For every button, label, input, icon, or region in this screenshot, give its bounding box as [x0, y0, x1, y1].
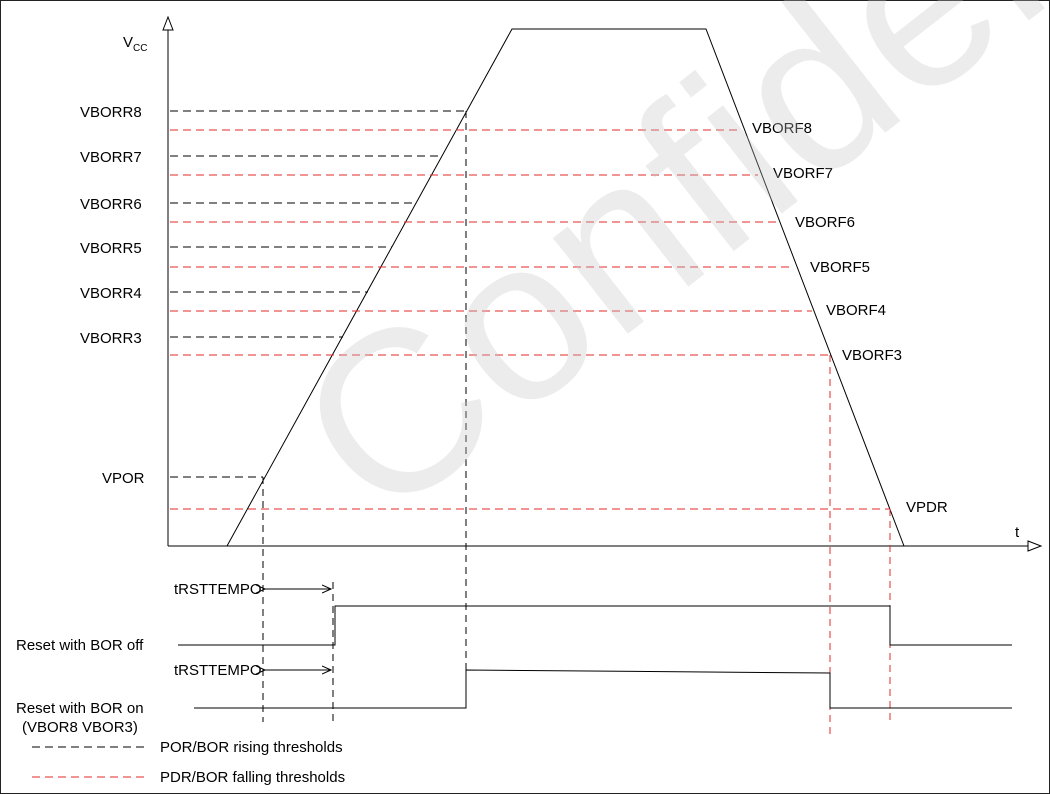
falling-threshold-labels: VBORF8 VBORF7 VBORF6 VBORF5 VBORF4 VBORF…	[752, 120, 948, 516]
reset-bor-on-waveform	[194, 669, 1012, 709]
legend-falling-label: PDR/BOR falling thresholds	[160, 769, 345, 786]
x-axis-label: t	[1015, 524, 1020, 541]
label-vborr7: VBORR7	[80, 149, 142, 166]
label-vborr6: VBORR6	[80, 196, 142, 213]
axes: VCC t	[123, 15, 1043, 552]
projection-guides	[262, 111, 891, 735]
signal-label-bor-on-range: (VBOR8 VBOR3)	[22, 719, 138, 736]
label-vborr8: VBORR8	[80, 104, 142, 121]
rising-threshold-labels: VBORR8 VBORR7 VBORR6 VBORR5 VBORR4 VBORR…	[80, 104, 145, 487]
reset-bor-off-waveform	[178, 605, 1012, 646]
x-axis-arrow-icon	[1027, 540, 1043, 552]
signal-label-bor-on: Reset with BOR on	[16, 700, 144, 717]
label-vborf6: VBORF6	[795, 214, 855, 231]
signal-label-bor-off: Reset with BOR off	[16, 637, 144, 654]
tempo-label-2: tRSTTEMPO	[174, 662, 262, 679]
label-vborr5: VBORR5	[80, 240, 142, 257]
label-vborr4: VBORR4	[80, 285, 142, 302]
rising-thresholds	[170, 110, 466, 478]
y-axis-arrow-icon	[162, 15, 174, 31]
legend: POR/BOR rising thresholds PDR/BOR fallin…	[32, 739, 345, 786]
tempo-label-1: tRSTTEMPO	[174, 581, 262, 598]
label-vborf5: VBORF5	[810, 259, 870, 276]
timing-labels: tRSTTEMPO tRSTTEMPO Reset with BOR off R…	[16, 581, 262, 736]
label-vpor: VPOR	[102, 470, 145, 487]
falling-thresholds	[170, 129, 890, 510]
label-vpdr: VPDR	[906, 499, 948, 516]
label-vborf7: VBORF7	[773, 165, 833, 182]
label-vborr3: VBORR3	[80, 330, 142, 347]
label-vborf8: VBORF8	[752, 120, 812, 137]
tempo-arrows	[265, 589, 331, 670]
y-axis-label: VCC	[123, 34, 147, 54]
vcc-waveform	[226, 28, 905, 547]
label-vborf4: VBORF4	[826, 302, 886, 319]
label-vborf3: VBORF3	[842, 347, 902, 364]
legend-rising-label: POR/BOR rising thresholds	[160, 739, 343, 756]
